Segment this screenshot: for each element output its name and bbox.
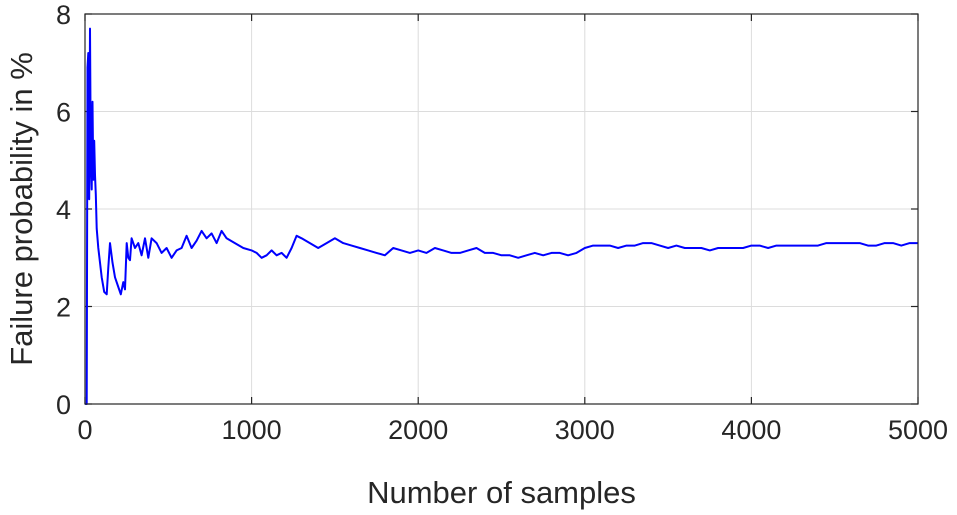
axes-box (84, 13, 919, 405)
series-line (85, 27, 918, 405)
x-axis-title: Number of samples (367, 475, 636, 510)
y-tick-label: 0 (56, 390, 71, 420)
x-tick-label: 2000 (388, 415, 448, 445)
x-tick-label: 5000 (888, 415, 948, 445)
y-axis-title: Failure probability in % (4, 52, 39, 366)
y-tick-label: 8 (56, 0, 71, 30)
x-tick-label: 4000 (721, 415, 781, 445)
grid (85, 14, 918, 404)
y-tick-label: 4 (56, 195, 71, 225)
tick-labels: 0 1000 2000 3000 4000 5000 0 2 4 6 8 (56, 0, 948, 445)
y-tick-label: 6 (56, 98, 71, 128)
x-tick-label: 1000 (222, 415, 282, 445)
x-tick-label: 0 (77, 415, 92, 445)
y-tick-label: 2 (56, 293, 71, 323)
series-layer (85, 27, 918, 405)
x-tick-label: 3000 (555, 415, 615, 445)
